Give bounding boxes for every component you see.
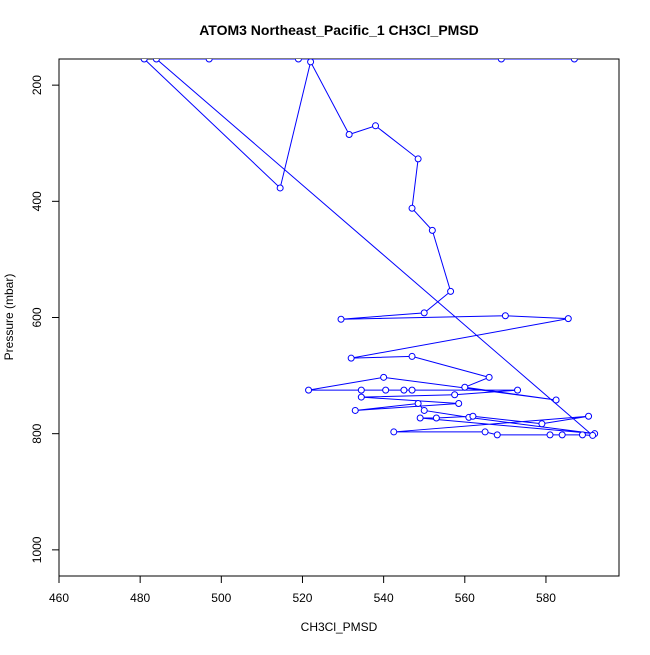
data-point <box>481 428 489 436</box>
y-tick-label: 1000 <box>30 536 44 563</box>
data-point <box>307 59 315 66</box>
x-axis: 460 480 500 520 540 560 580 <box>49 575 556 605</box>
data-point <box>552 396 560 404</box>
data-point <box>546 431 554 439</box>
x-axis-label: CH3Cl_PMSD <box>301 620 378 634</box>
data-point <box>469 412 477 420</box>
data-point <box>351 406 359 414</box>
x-tick-label: 540 <box>374 591 394 605</box>
x-tick-label: 480 <box>130 591 150 605</box>
data-point <box>347 354 355 362</box>
data-point <box>305 386 313 394</box>
data-point <box>514 386 522 394</box>
data-point <box>380 373 388 381</box>
data-point <box>414 399 422 407</box>
data-point <box>390 428 398 436</box>
data-point <box>485 373 493 381</box>
data-point <box>345 131 353 139</box>
data-point <box>538 420 546 428</box>
data-point <box>564 315 572 323</box>
data-point <box>152 59 160 63</box>
data-point <box>416 414 424 422</box>
x-tick-label: 560 <box>455 591 475 605</box>
data-point <box>294 59 302 63</box>
data-point <box>420 309 428 317</box>
x-tick-label: 500 <box>211 591 231 605</box>
data-point <box>432 414 440 422</box>
data-point <box>447 287 455 295</box>
data-point <box>400 386 408 394</box>
y-tick-label: 200 <box>30 75 44 95</box>
data-point <box>420 406 428 414</box>
data-point <box>205 59 213 63</box>
y-axis: 200 400 600 800 1000 <box>30 75 60 563</box>
data-point <box>578 431 586 439</box>
data-point <box>357 386 365 394</box>
series-group <box>140 59 599 439</box>
data-point <box>414 155 422 163</box>
plot-area <box>140 59 599 439</box>
data-point <box>497 59 505 63</box>
data-point <box>408 386 416 394</box>
x-tick-label: 580 <box>536 591 556 605</box>
data-point <box>382 386 390 394</box>
data-point <box>140 59 148 63</box>
data-point <box>408 352 416 360</box>
y-axis-label: Pressure (mbar) <box>2 274 16 361</box>
data-point <box>408 204 416 212</box>
data-point <box>372 122 380 130</box>
data-point <box>589 431 597 439</box>
x-tick-label: 460 <box>49 591 69 605</box>
y-tick-label: 800 <box>30 423 44 443</box>
data-point <box>570 59 578 63</box>
data-point <box>558 431 566 439</box>
data-point <box>493 431 501 439</box>
data-point <box>337 315 345 323</box>
data-point <box>585 412 593 420</box>
y-tick-label: 600 <box>30 307 44 327</box>
data-point <box>428 226 436 234</box>
data-point <box>276 184 284 192</box>
chart-title: ATOM3 Northeast_Pacific_1 CH3Cl_PMSD <box>199 22 479 38</box>
data-point <box>451 391 459 399</box>
y-tick-label: 400 <box>30 191 44 211</box>
data-point <box>461 383 469 391</box>
x-tick-label: 520 <box>292 591 312 605</box>
data-point <box>455 399 463 407</box>
data-point <box>357 393 365 401</box>
series-line <box>143 59 595 437</box>
data-point <box>501 312 509 320</box>
